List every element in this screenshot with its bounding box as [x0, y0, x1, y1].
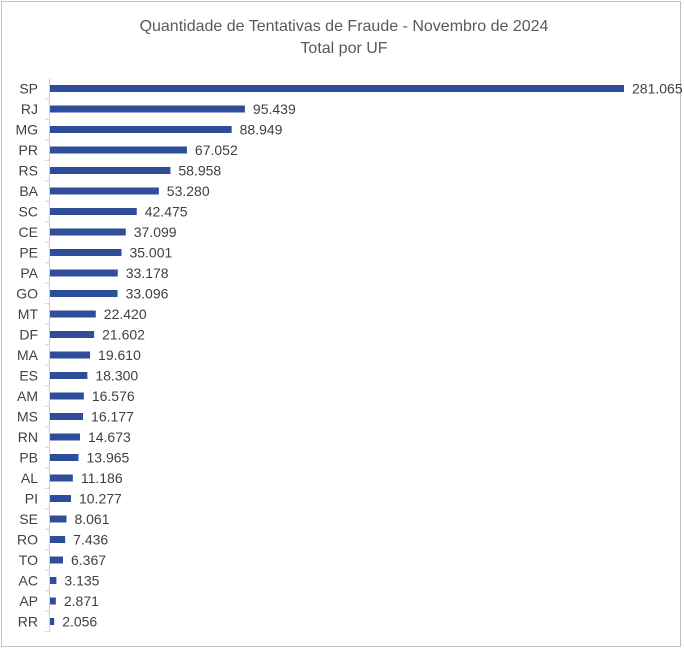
value-label-ce: 37.099: [134, 224, 177, 240]
category-label-go: GO: [16, 286, 38, 302]
value-label-to: 6.367: [71, 552, 106, 568]
category-label-rs: RS: [19, 163, 38, 179]
category-label-ba: BA: [19, 183, 38, 199]
bar-rn: [50, 433, 80, 441]
value-label-ro: 7.436: [73, 532, 108, 548]
value-label-es: 18.300: [95, 368, 138, 384]
chart-subtitle: Total por UF: [300, 40, 387, 57]
bar-am: [50, 392, 84, 400]
category-label-rj: RJ: [21, 101, 38, 117]
bar-rr: [50, 618, 55, 625]
value-label-ma: 19.610: [98, 347, 141, 363]
category-label-pb: PB: [19, 450, 38, 466]
value-label-pe: 35.001: [129, 245, 172, 261]
value-label-pi: 10.277: [79, 491, 122, 507]
bars-group: SP 281.065 RJ 95.439 MG 88.949 PR 67.052 RS 58.95…: [15, 81, 682, 633]
category-label-pa: PA: [20, 265, 38, 281]
category-label-al: AL: [21, 470, 38, 486]
category-label-rn: RN: [18, 429, 38, 445]
bar-to: [50, 556, 64, 564]
value-label-se: 8.061: [74, 511, 109, 527]
bar-pa: [50, 269, 118, 277]
bar-mg: [50, 126, 232, 133]
value-label-go: 33.096: [126, 286, 169, 302]
value-label-ms: 16.177: [91, 409, 134, 425]
value-label-ac: 3.135: [64, 573, 99, 589]
value-label-am: 16.576: [92, 388, 135, 404]
value-label-pa: 33.178: [126, 265, 169, 281]
value-label-rr: 2.056: [62, 614, 97, 630]
category-label-ma: MA: [17, 347, 39, 363]
category-label-to: TO: [19, 552, 38, 568]
category-label-ro: RO: [17, 532, 38, 548]
category-label-rr: RR: [18, 614, 38, 630]
bar-rj: [50, 105, 245, 113]
category-label-df: DF: [19, 327, 38, 343]
bar-ac: [50, 577, 57, 584]
bar-sp: [50, 85, 624, 92]
value-label-mg: 88.949: [240, 122, 283, 138]
value-label-mt: 22.420: [104, 306, 147, 322]
bar-pr: [50, 146, 187, 154]
bar-ba: [50, 187, 159, 195]
bar-df: [50, 331, 95, 338]
value-label-df: 21.602: [102, 327, 145, 343]
chart-title: Quantidade de Tentativas de Fraude - Nov…: [140, 18, 549, 35]
bar-pi: [50, 495, 71, 502]
bar-sc: [50, 208, 137, 215]
category-label-es: ES: [19, 368, 38, 384]
category-label-ap: AP: [19, 593, 38, 609]
bar-se: [50, 515, 67, 523]
category-label-mt: MT: [18, 306, 39, 322]
value-label-sc: 42.475: [145, 204, 188, 220]
value-label-rn: 14.673: [88, 429, 131, 445]
bar-pb: [50, 454, 79, 461]
bar-ro: [50, 536, 66, 543]
bar-ms: [50, 413, 84, 420]
category-label-se: SE: [19, 511, 38, 527]
category-label-ms: MS: [17, 409, 38, 425]
category-label-am: AM: [17, 388, 38, 404]
category-label-ce: CE: [19, 224, 38, 240]
category-label-pr: PR: [19, 142, 38, 158]
value-label-rj: 95.439: [253, 101, 296, 117]
category-label-pe: PE: [19, 245, 38, 261]
category-label-sp: SP: [19, 81, 38, 97]
bar-go: [50, 290, 118, 297]
category-label-ac: AC: [19, 573, 38, 589]
bar-es: [50, 372, 88, 379]
value-label-ap: 2.871: [64, 593, 99, 609]
category-label-pi: PI: [25, 491, 38, 507]
value-label-pr: 67.052: [195, 142, 238, 158]
bar-mt: [50, 310, 96, 318]
category-label-sc: SC: [19, 204, 38, 220]
value-label-al: 11.186: [81, 470, 123, 486]
bar-ma: [50, 351, 91, 359]
bar-pe: [50, 249, 122, 256]
bar-ap: [50, 597, 56, 605]
bar-al: [50, 474, 73, 482]
bar-ce: [50, 228, 126, 236]
category-label-mg: MG: [15, 122, 38, 138]
value-label-ba: 53.280: [167, 183, 210, 199]
bar-rs: [50, 167, 171, 174]
value-label-pb: 13.965: [87, 450, 130, 466]
value-label-rs: 58.958: [178, 163, 221, 179]
value-label-sp: 281.065: [632, 81, 682, 97]
